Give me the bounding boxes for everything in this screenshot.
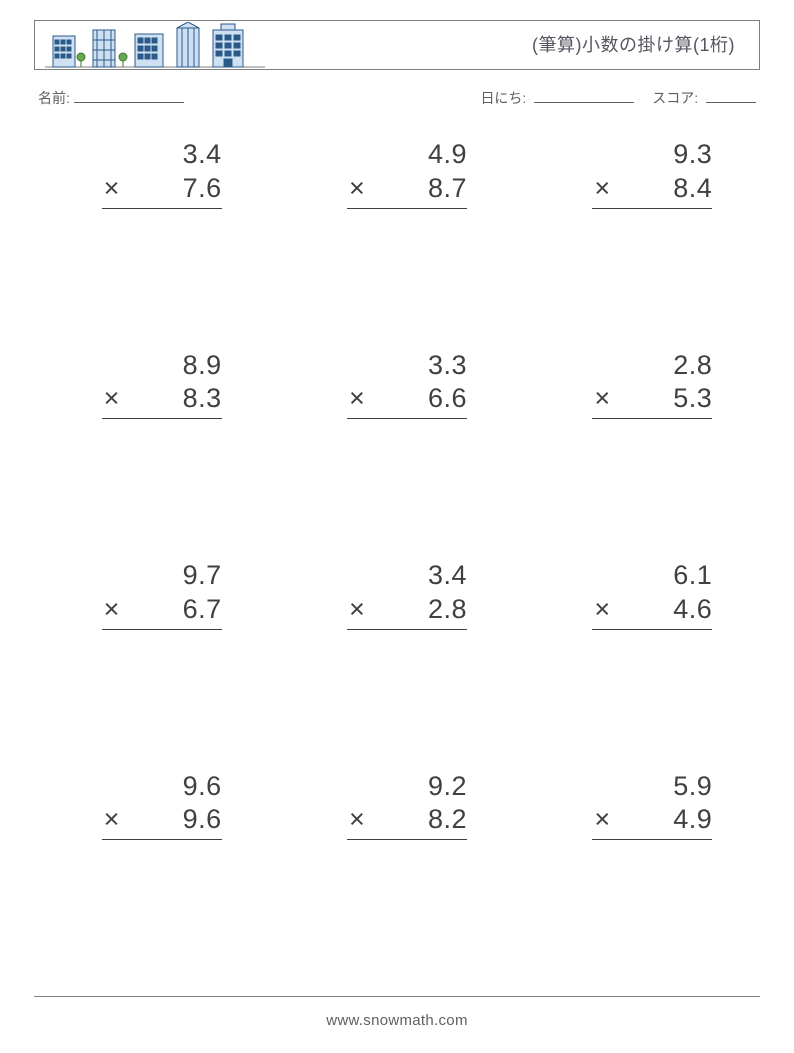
multiplier: 9.6 bbox=[183, 803, 222, 837]
multiplier: 8.7 bbox=[428, 172, 467, 206]
multiplicand: 8.9 bbox=[183, 349, 222, 383]
buildings-icon bbox=[45, 21, 265, 69]
footer-text: www.snowmath.com bbox=[0, 1012, 794, 1029]
multiplicand: 9.7 bbox=[183, 559, 222, 593]
problem: 2.8 × 5.3 bbox=[592, 349, 712, 420]
multiplier: 2.8 bbox=[428, 593, 467, 627]
operator-sign: × bbox=[592, 172, 610, 206]
multiplier: 8.2 bbox=[428, 803, 467, 837]
operator-sign: × bbox=[592, 803, 610, 837]
multiplicand: 3.3 bbox=[428, 349, 467, 383]
worksheet-title: (筆算)小数の掛け算(1桁) bbox=[532, 31, 735, 69]
problems-grid: 3.4×7.64.9×8.79.3×8.48.9×8.33.3×6.62.8×5… bbox=[34, 138, 760, 840]
date-label: 日にち: bbox=[480, 90, 526, 106]
multiplier: 8.4 bbox=[673, 172, 712, 206]
multiplicand: 3.4 bbox=[183, 138, 222, 172]
score-label: スコア: bbox=[652, 90, 698, 106]
multiplier: 8.3 bbox=[183, 382, 222, 416]
multiplier: 4.6 bbox=[673, 593, 712, 627]
operator-sign: × bbox=[347, 382, 365, 416]
problem: 9.7 × 6.7 bbox=[102, 559, 222, 630]
operator-sign: × bbox=[102, 803, 120, 837]
multiplier: 5.3 bbox=[673, 382, 712, 416]
problem: 9.2 × 8.2 bbox=[347, 770, 467, 841]
name-label: 名前: bbox=[38, 88, 70, 108]
multiplicand: 9.3 bbox=[673, 138, 712, 172]
problem: 5.9 × 4.9 bbox=[592, 770, 712, 841]
multiplier: 4.9 bbox=[673, 803, 712, 837]
multiplier: 6.6 bbox=[428, 382, 467, 416]
operator-sign: × bbox=[592, 382, 610, 416]
name-blank[interactable] bbox=[74, 89, 184, 103]
footer-rule bbox=[34, 996, 760, 997]
score-blank[interactable] bbox=[706, 89, 756, 103]
problem: 3.4 × 2.8 bbox=[347, 559, 467, 630]
problem: 9.6 × 9.6 bbox=[102, 770, 222, 841]
multiplicand: 5.9 bbox=[673, 770, 712, 804]
date-blank[interactable] bbox=[534, 89, 634, 103]
multiplier: 6.7 bbox=[183, 593, 222, 627]
operator-sign: × bbox=[347, 172, 365, 206]
multiplicand: 4.9 bbox=[428, 138, 467, 172]
multiplicand: 6.1 bbox=[673, 559, 712, 593]
problem: 8.9 × 8.3 bbox=[102, 349, 222, 420]
multiplicand: 9.2 bbox=[428, 770, 467, 804]
info-row: 名前: 日にち: スコア: bbox=[34, 88, 760, 108]
problem: 9.3 × 8.4 bbox=[592, 138, 712, 209]
problem: 4.9 × 8.7 bbox=[347, 138, 467, 209]
multiplicand: 9.6 bbox=[183, 770, 222, 804]
multiplier: 7.6 bbox=[183, 172, 222, 206]
problem: 3.4 × 7.6 bbox=[102, 138, 222, 209]
operator-sign: × bbox=[102, 382, 120, 416]
operator-sign: × bbox=[347, 593, 365, 627]
multiplicand: 3.4 bbox=[428, 559, 467, 593]
problem: 3.3 × 6.6 bbox=[347, 349, 467, 420]
operator-sign: × bbox=[592, 593, 610, 627]
header-box: (筆算)小数の掛け算(1桁) bbox=[34, 20, 760, 70]
operator-sign: × bbox=[102, 593, 120, 627]
operator-sign: × bbox=[347, 803, 365, 837]
problem: 6.1 × 4.6 bbox=[592, 559, 712, 630]
multiplicand: 2.8 bbox=[673, 349, 712, 383]
operator-sign: × bbox=[102, 172, 120, 206]
